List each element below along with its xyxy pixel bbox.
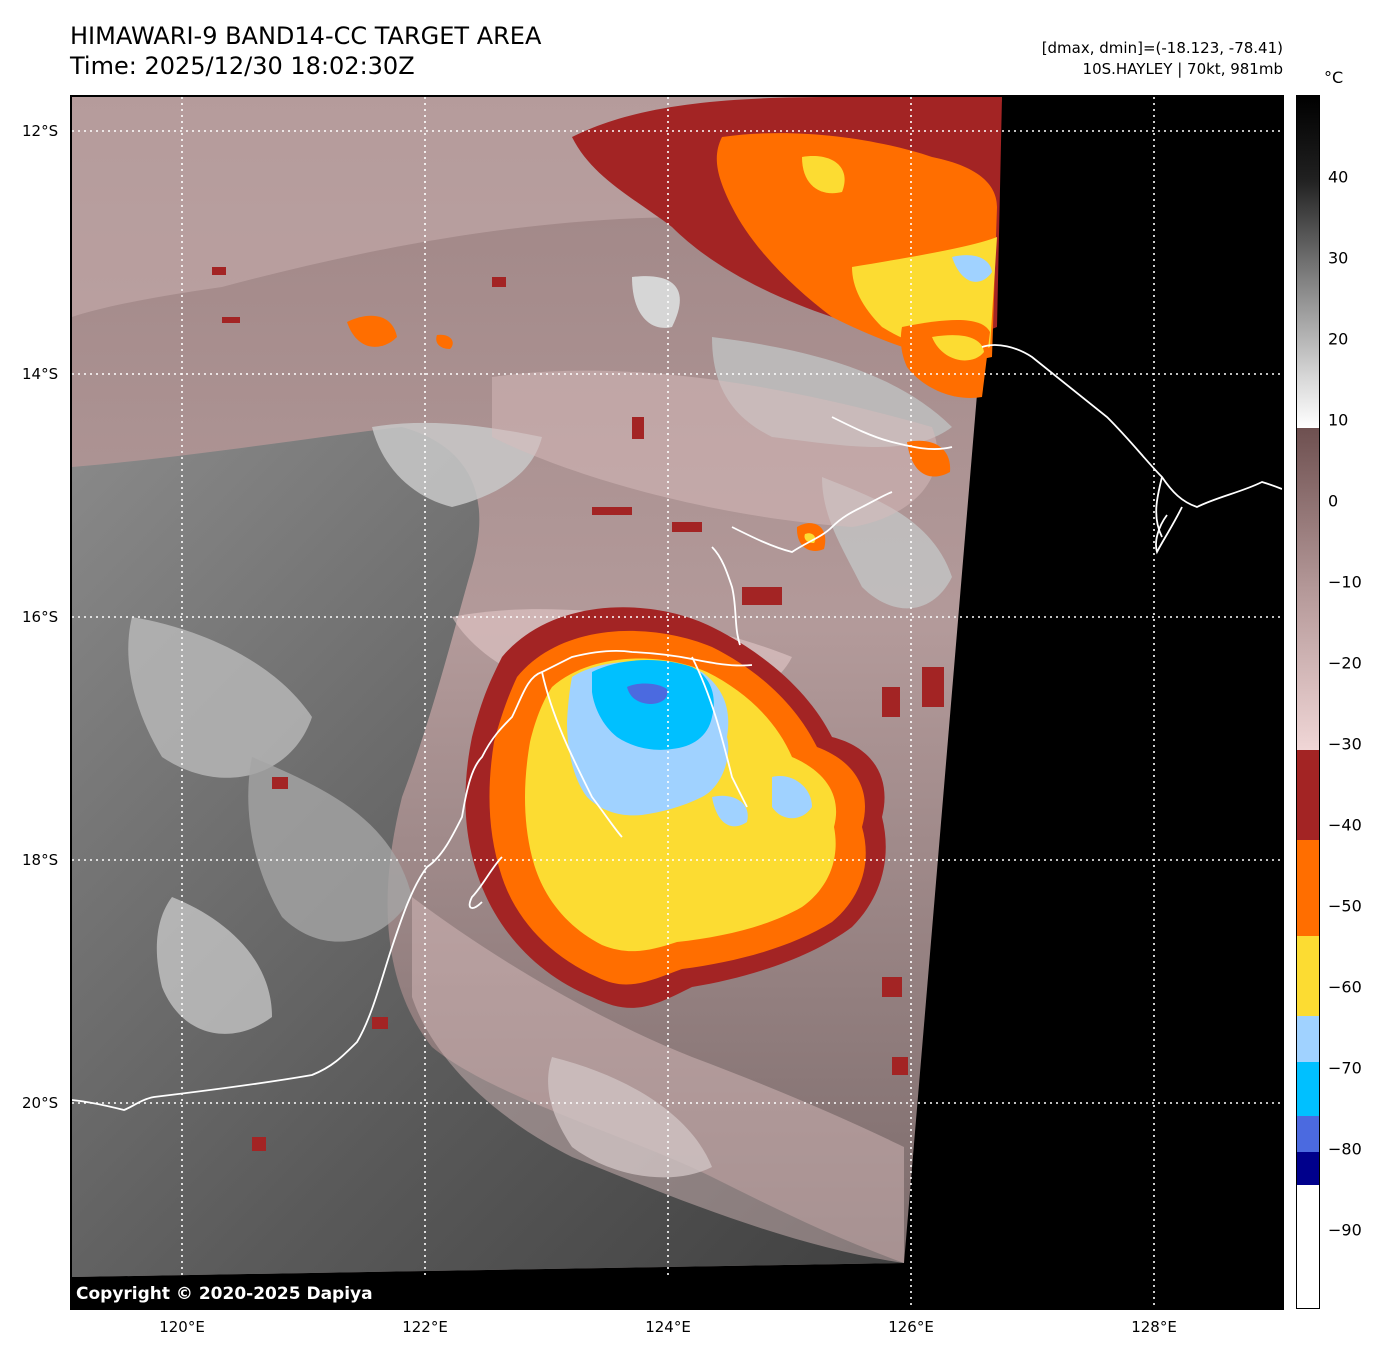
copyright-notice: Copyright © 2020-2025 Dapiya — [76, 1284, 373, 1304]
lon-label-124e: 124°E — [645, 1318, 691, 1336]
colorbar-tick-minus90: −90 — [1328, 1220, 1362, 1240]
coastlines — [72, 344, 1282, 1111]
colorbar-tick-minus10: −10 — [1328, 572, 1362, 592]
colorbar-tick-10: 10 — [1328, 410, 1349, 430]
colorbar-tick-40: 40 — [1328, 167, 1349, 187]
colorbar-tick-minus50: −50 — [1328, 896, 1362, 916]
lon-label-128e: 128°E — [1131, 1318, 1177, 1336]
lat-label-18s: 18°S — [22, 851, 59, 869]
copyright-strip — [72, 1277, 904, 1308]
convection-northeast — [212, 97, 1002, 1151]
colorbar-tick-30: 30 — [1328, 248, 1349, 268]
colorbar-tick-20: 20 — [1328, 329, 1349, 349]
colorbar-tick-minus20: −20 — [1328, 653, 1362, 673]
colorbar-tick-minus40: −40 — [1328, 815, 1362, 835]
colorbar-scale — [1297, 96, 1319, 1308]
colorbar-tick-minus70: −70 — [1328, 1058, 1362, 1078]
lat-label-14s: 14°S — [22, 365, 59, 383]
lon-label-126e: 126°E — [888, 1318, 934, 1336]
lon-label-120e: 120°E — [159, 1318, 205, 1336]
lat-label-16s: 16°S — [22, 608, 59, 626]
colorbar-tick-minus80: −80 — [1328, 1139, 1362, 1159]
image-title: HIMAWARI-9 BAND14-CC TARGET AREA — [70, 22, 542, 50]
map-canvas — [72, 97, 1282, 1308]
lat-label-12s: 12°S — [22, 122, 59, 140]
colorbar-unit: °C — [1324, 68, 1344, 87]
storm-info: 10S.HAYLEY | 70kt, 981mb — [1082, 60, 1283, 78]
colorbar-tick-minus30: −30 — [1328, 734, 1362, 754]
satellite-map — [70, 95, 1284, 1310]
cyclone-hayley — [465, 607, 886, 1008]
colorbar — [1296, 95, 1320, 1309]
colorbar-tick-0: 0 — [1328, 491, 1339, 511]
gridlines — [72, 97, 1282, 1308]
lat-label-20s: 20°S — [22, 1094, 59, 1112]
image-timestamp: Time: 2025/12/30 18:02:30Z — [70, 52, 415, 80]
colorbar-tick-minus60: −60 — [1328, 977, 1362, 997]
dmax-dmin-readout: [dmax, dmin]=(-18.123, -78.41) — [1041, 39, 1283, 57]
lon-label-122e: 122°E — [402, 1318, 448, 1336]
